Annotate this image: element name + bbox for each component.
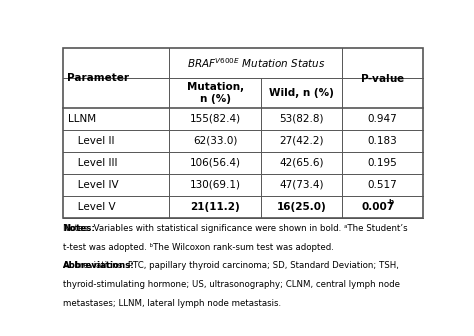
Text: Notes: Variables with statistical significance were shown in bold. ᵃThe Student’: Notes: Variables with statistical signif… <box>63 224 408 233</box>
Text: 106(56.4): 106(56.4) <box>190 158 241 168</box>
Text: Abbreviations: PTC, papillary thyroid carcinoma; SD, Standard Deviation; TSH,: Abbreviations: PTC, papillary thyroid ca… <box>63 261 399 270</box>
Text: $\mathit{\mathbf{P}}$-value: $\mathit{\mathbf{P}}$-value <box>360 72 405 84</box>
Text: metastases; LLNM, lateral lymph node metastasis.: metastases; LLNM, lateral lymph node met… <box>63 298 281 307</box>
Text: thyroid-stimulating hormone; US, ultrasonography; CLNM, central lymph node: thyroid-stimulating hormone; US, ultraso… <box>63 280 400 289</box>
Text: 27(42.2): 27(42.2) <box>280 135 324 145</box>
Text: 62(33.0): 62(33.0) <box>193 135 237 145</box>
Text: 0.517: 0.517 <box>368 179 397 190</box>
Text: t-test was adopted. ᵇThe Wilcoxon rank-sum test was adopted.: t-test was adopted. ᵇThe Wilcoxon rank-s… <box>63 243 334 252</box>
Text: Level II: Level II <box>68 135 115 145</box>
Text: Mutation,
n (%): Mutation, n (%) <box>187 82 244 103</box>
Text: 155(82.4): 155(82.4) <box>190 114 241 124</box>
Text: Level V: Level V <box>68 202 116 212</box>
Text: LLNM: LLNM <box>68 114 97 124</box>
Text: 21(11.2): 21(11.2) <box>191 202 240 212</box>
Text: 47(73.4): 47(73.4) <box>280 179 324 190</box>
Text: 0.195: 0.195 <box>368 158 397 168</box>
Text: Notes:: Notes: <box>63 224 95 233</box>
Text: 0.183: 0.183 <box>368 135 397 145</box>
Text: 53(82.8): 53(82.8) <box>280 114 324 124</box>
Text: 0.007: 0.007 <box>362 202 395 212</box>
Text: Wild, n (%): Wild, n (%) <box>269 88 334 98</box>
Bar <box>63 48 423 217</box>
Text: Parameter: Parameter <box>67 73 129 83</box>
Text: Abbreviations:: Abbreviations: <box>63 261 135 270</box>
Text: b: b <box>389 199 394 205</box>
Text: Level III: Level III <box>68 158 118 168</box>
Text: 16(25.0): 16(25.0) <box>277 202 327 212</box>
Text: 0.947: 0.947 <box>368 114 397 124</box>
Text: Level IV: Level IV <box>68 179 119 190</box>
Text: 42(65.6): 42(65.6) <box>280 158 324 168</box>
Text: $\mathbf{\mathit{BRAF}}^{\mathbf{\mathit{V600E}}}$ $\mathbf{\mathit{Mutation\ St: $\mathbf{\mathit{BRAF}}^{\mathbf{\mathit… <box>186 56 325 70</box>
Text: 130(69.1): 130(69.1) <box>190 179 241 190</box>
